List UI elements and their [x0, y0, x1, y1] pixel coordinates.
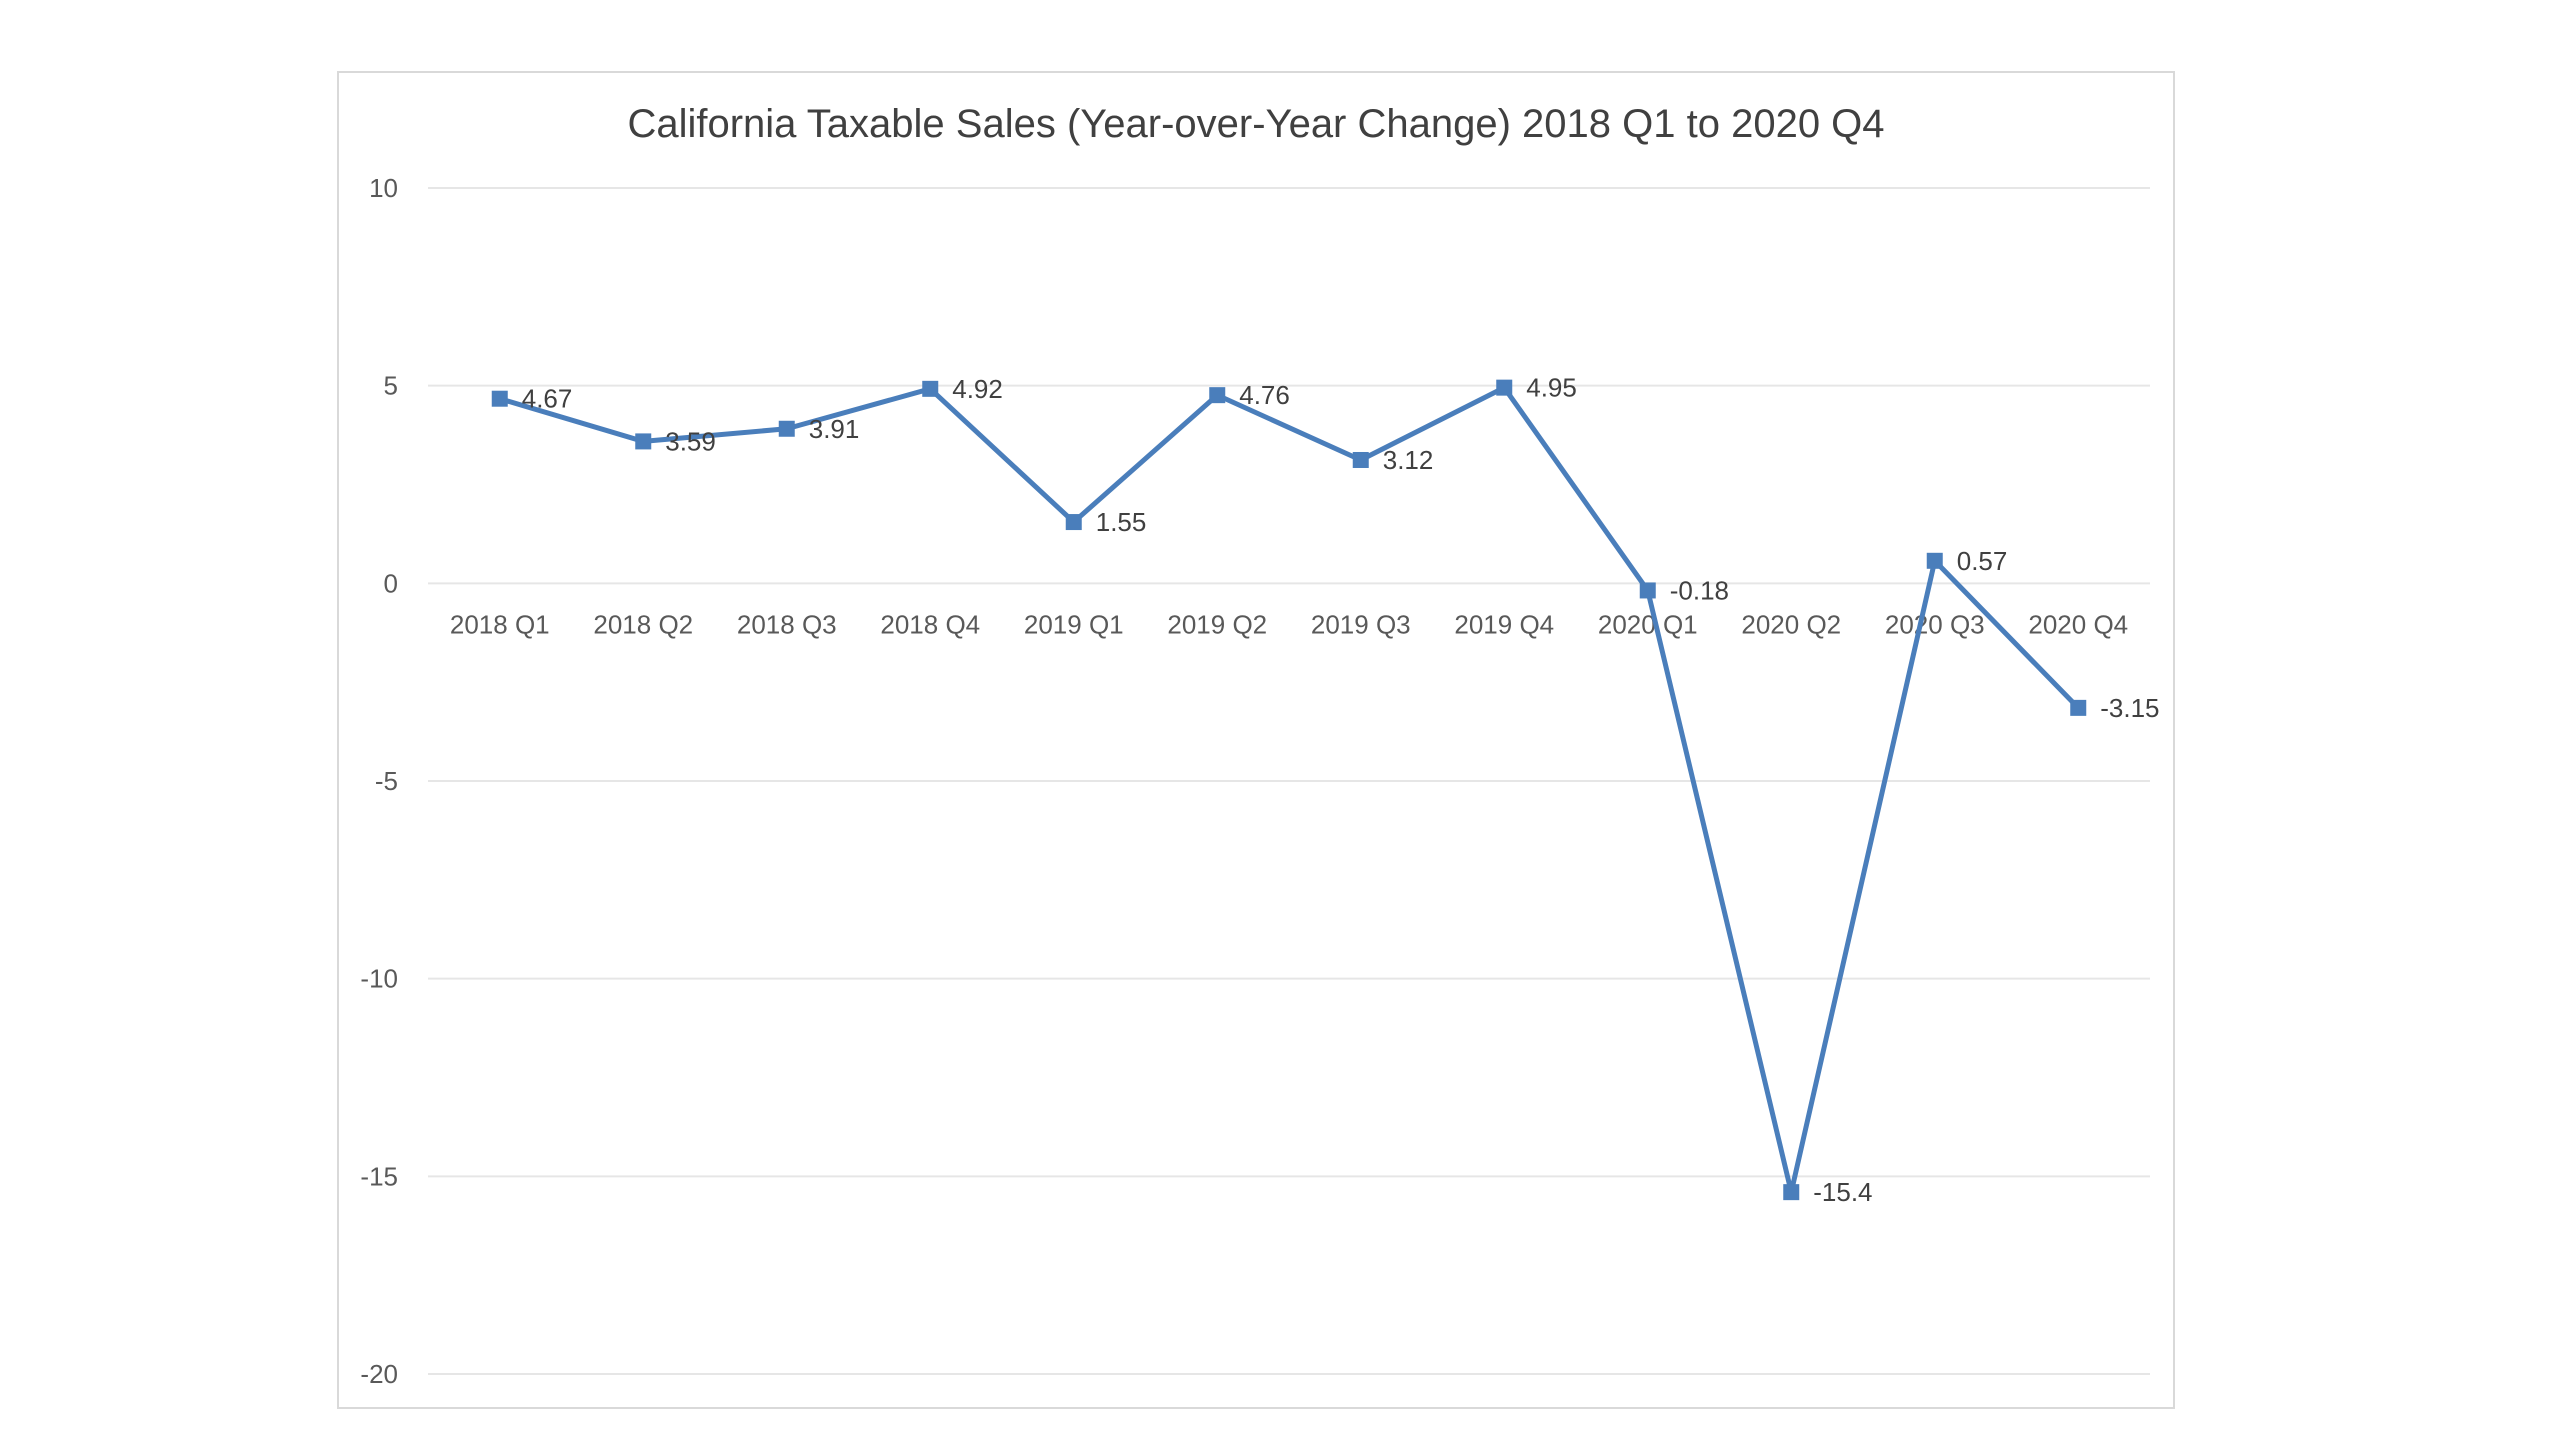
data-label: 4.92	[952, 374, 1003, 404]
data-label: 3.12	[1383, 445, 1434, 475]
data-label: 4.95	[1526, 373, 1577, 403]
data-point-marker	[1639, 582, 1656, 599]
data-point-marker	[1065, 514, 1082, 531]
data-point-marker	[1496, 379, 1513, 396]
data-label: 4.67	[522, 384, 573, 414]
data-point-marker	[1783, 1184, 1800, 1201]
data-label: -3.15	[2100, 693, 2159, 723]
y-tick-label: -5	[375, 766, 398, 796]
gridlines	[428, 187, 2150, 1375]
chart-frame	[337, 71, 2175, 1409]
x-tick-label: 2020 Q3	[1885, 609, 1985, 639]
y-tick-label: 5	[384, 371, 398, 401]
y-tick-label: 10	[369, 173, 398, 203]
data-point-marker	[1352, 451, 1369, 468]
data-label: 0.57	[1957, 546, 2008, 576]
y-tick-label: -15	[360, 1161, 398, 1191]
data-label: 3.59	[665, 426, 716, 456]
data-point-marker	[1926, 552, 1943, 569]
x-tick-label: 2019 Q1	[1024, 609, 1124, 639]
y-tick-label: -10	[360, 964, 398, 994]
x-tick-label: 2018 Q4	[880, 609, 980, 639]
data-label: -0.18	[1670, 575, 1729, 605]
series-line	[499, 385, 2081, 1195]
data-point-marker	[1209, 387, 1226, 404]
data-label: -15.4	[1813, 1177, 1872, 1207]
data-point-marker	[778, 420, 795, 437]
data-label: 4.76	[1239, 380, 1290, 410]
x-tick-label: 2020 Q1	[1598, 609, 1698, 639]
x-tick-label: 2019 Q4	[1454, 609, 1554, 639]
data-point-marker	[491, 390, 508, 407]
x-tick-label: 2020 Q4	[2028, 609, 2128, 639]
data-point-marker	[635, 433, 652, 450]
data-labels: 4.67 3.59 3.91 4.92 1.55 4.76 3.12 4.95 -0.18 -15…	[522, 373, 2160, 1208]
data-point-marker	[2070, 699, 2087, 716]
data-label: 3.91	[809, 414, 860, 444]
x-axis: 2018 Q1 2018 Q2 2018 Q3 2018 Q4 2019 Q1 2019 …	[450, 609, 2128, 639]
x-tick-label: 2018 Q2	[593, 609, 693, 639]
y-tick-label: 0	[384, 568, 398, 598]
series-line-group	[491, 379, 2087, 1201]
chart-title: California Taxable Sales (Year-over-Year…	[627, 102, 1884, 146]
y-axis: 10 5 0 -5 -10 -15 -20	[360, 173, 398, 1389]
x-tick-label: 2018 Q1	[450, 609, 550, 639]
data-point-marker	[922, 380, 939, 397]
y-tick-label: -20	[360, 1359, 398, 1389]
x-tick-label: 2018 Q3	[737, 609, 837, 639]
x-tick-label: 2019 Q2	[1167, 609, 1267, 639]
x-tick-label: 2020 Q2	[1741, 609, 1841, 639]
data-label: 1.55	[1096, 507, 1147, 537]
x-tick-label: 2019 Q3	[1311, 609, 1411, 639]
